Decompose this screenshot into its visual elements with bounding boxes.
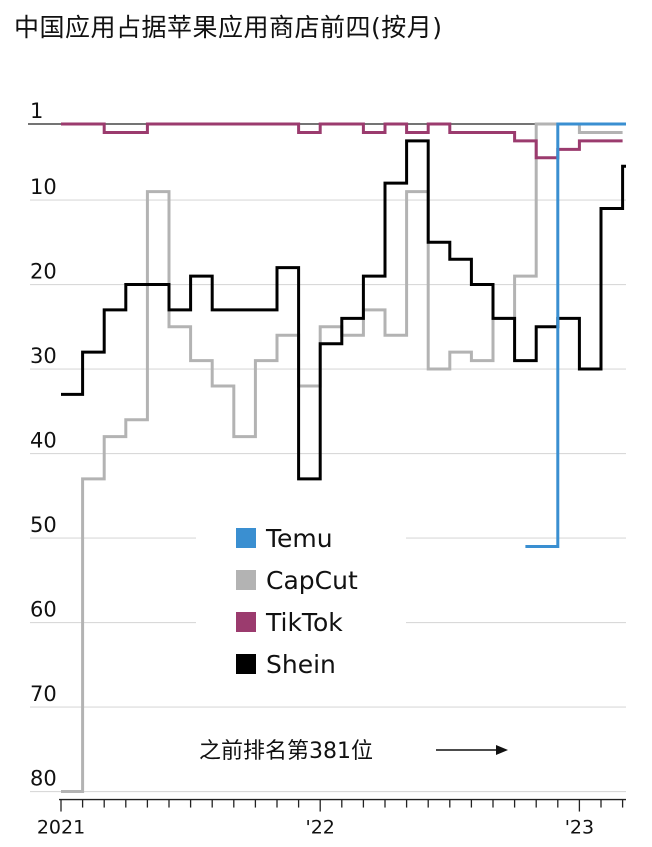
x-tick-label-2021: 2021 <box>37 817 85 839</box>
legend-swatch-temu <box>236 528 256 548</box>
x-tick-label-23: '23 <box>565 817 594 839</box>
annotation-text: 之前排名第381位 <box>199 739 373 764</box>
legend-swatch-capcut <box>236 570 256 590</box>
y-tick-label-50: 50 <box>30 513 57 537</box>
legend-label-capcut: CapCut <box>266 566 358 595</box>
legend-swatch-shein <box>236 654 256 674</box>
series-capcut-line <box>61 122 623 794</box>
y-tick-label-10: 10 <box>30 175 57 199</box>
annotation-background <box>186 728 502 768</box>
y-tick-label-20: 20 <box>30 260 57 284</box>
y-tick-label-60: 60 <box>30 598 57 622</box>
series-shein-line <box>61 139 626 481</box>
y-tick-label-70: 70 <box>30 682 57 706</box>
series-tiktok-line <box>61 122 623 160</box>
x-tick-label-22: '22 <box>305 817 334 839</box>
chart-title: 中国应用占据苹果应用商店前四(按月) <box>14 13 443 42</box>
legend-label-temu: Temu <box>265 524 333 553</box>
legend-label-shein: Shein <box>266 650 336 679</box>
y-tick-label-40: 40 <box>30 429 57 453</box>
legend-label-tiktok: TikTok <box>265 608 343 637</box>
annotation-arrow-head <box>496 745 508 755</box>
legend-swatch-tiktok <box>236 612 256 632</box>
y-tick-label-30: 30 <box>30 344 57 368</box>
y-tick-label-80: 80 <box>30 767 57 791</box>
series-temu-line <box>525 122 626 548</box>
legend-background <box>196 516 406 678</box>
y-tick-label-1: 1 <box>30 99 43 123</box>
